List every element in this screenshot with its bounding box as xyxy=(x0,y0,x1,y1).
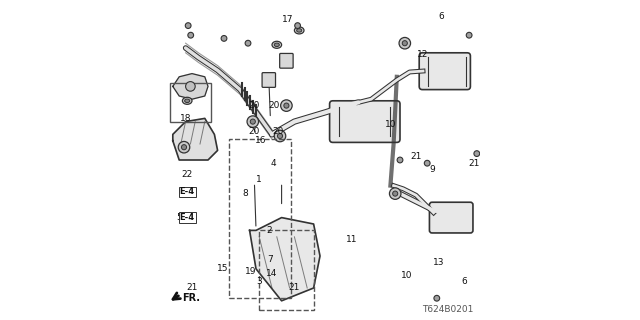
Circle shape xyxy=(389,188,401,199)
Text: 2: 2 xyxy=(266,226,271,235)
Text: E-4: E-4 xyxy=(180,213,195,222)
Circle shape xyxy=(474,151,480,156)
Text: 11: 11 xyxy=(346,236,358,244)
Bar xyxy=(170,83,211,122)
Text: 14: 14 xyxy=(266,269,277,278)
Circle shape xyxy=(434,295,440,301)
Circle shape xyxy=(466,32,472,38)
Circle shape xyxy=(188,32,193,38)
Text: 20: 20 xyxy=(249,127,260,136)
Text: 10: 10 xyxy=(401,271,412,280)
Text: 9: 9 xyxy=(429,165,435,174)
FancyBboxPatch shape xyxy=(330,101,400,142)
Text: 15: 15 xyxy=(217,264,228,273)
Polygon shape xyxy=(250,218,320,301)
FancyBboxPatch shape xyxy=(280,53,293,68)
Circle shape xyxy=(424,160,430,166)
Circle shape xyxy=(221,36,227,41)
Polygon shape xyxy=(173,74,208,99)
Circle shape xyxy=(397,157,403,163)
Circle shape xyxy=(247,116,259,127)
Text: 21: 21 xyxy=(186,284,198,292)
Circle shape xyxy=(245,40,251,46)
Text: 7: 7 xyxy=(268,255,273,264)
Text: FR.: FR. xyxy=(182,293,200,303)
FancyBboxPatch shape xyxy=(419,53,470,90)
Text: 3: 3 xyxy=(257,277,262,286)
Text: 6: 6 xyxy=(461,277,467,286)
Ellipse shape xyxy=(182,97,192,104)
Circle shape xyxy=(186,23,191,28)
Circle shape xyxy=(399,37,411,49)
Text: 21: 21 xyxy=(468,159,479,168)
Ellipse shape xyxy=(294,27,304,34)
Text: T624B0201: T624B0201 xyxy=(422,305,474,314)
Text: 21: 21 xyxy=(410,152,422,161)
Ellipse shape xyxy=(184,99,189,102)
Text: 6: 6 xyxy=(439,12,444,20)
Text: 10: 10 xyxy=(385,120,396,129)
Circle shape xyxy=(275,130,285,142)
Bar xyxy=(259,230,314,310)
Bar xyxy=(229,139,291,298)
Text: 17: 17 xyxy=(282,15,294,24)
Ellipse shape xyxy=(272,41,282,48)
Text: 19: 19 xyxy=(246,268,257,276)
Text: 21: 21 xyxy=(289,284,300,292)
Text: 12: 12 xyxy=(417,50,428,59)
Circle shape xyxy=(182,145,187,150)
Circle shape xyxy=(186,82,195,91)
Circle shape xyxy=(403,41,408,46)
FancyBboxPatch shape xyxy=(429,202,473,233)
Circle shape xyxy=(250,119,255,124)
Ellipse shape xyxy=(275,43,280,47)
Circle shape xyxy=(393,191,398,196)
FancyBboxPatch shape xyxy=(262,73,275,87)
Text: 16: 16 xyxy=(255,136,266,145)
Text: 20: 20 xyxy=(249,101,260,110)
Text: 8: 8 xyxy=(242,189,248,198)
Text: 1: 1 xyxy=(257,175,262,184)
Circle shape xyxy=(284,103,289,108)
Circle shape xyxy=(278,133,283,139)
Text: 4: 4 xyxy=(271,159,276,168)
Text: 18: 18 xyxy=(180,114,191,123)
Circle shape xyxy=(178,141,189,153)
Circle shape xyxy=(280,100,292,111)
Circle shape xyxy=(295,23,301,28)
Polygon shape xyxy=(173,118,218,160)
Text: 20: 20 xyxy=(268,101,279,110)
Text: 13: 13 xyxy=(433,258,444,267)
Text: 22: 22 xyxy=(182,170,193,179)
Text: 20: 20 xyxy=(273,127,284,136)
Ellipse shape xyxy=(297,29,302,32)
Text: 5: 5 xyxy=(177,213,182,222)
Text: E-4: E-4 xyxy=(180,188,195,196)
